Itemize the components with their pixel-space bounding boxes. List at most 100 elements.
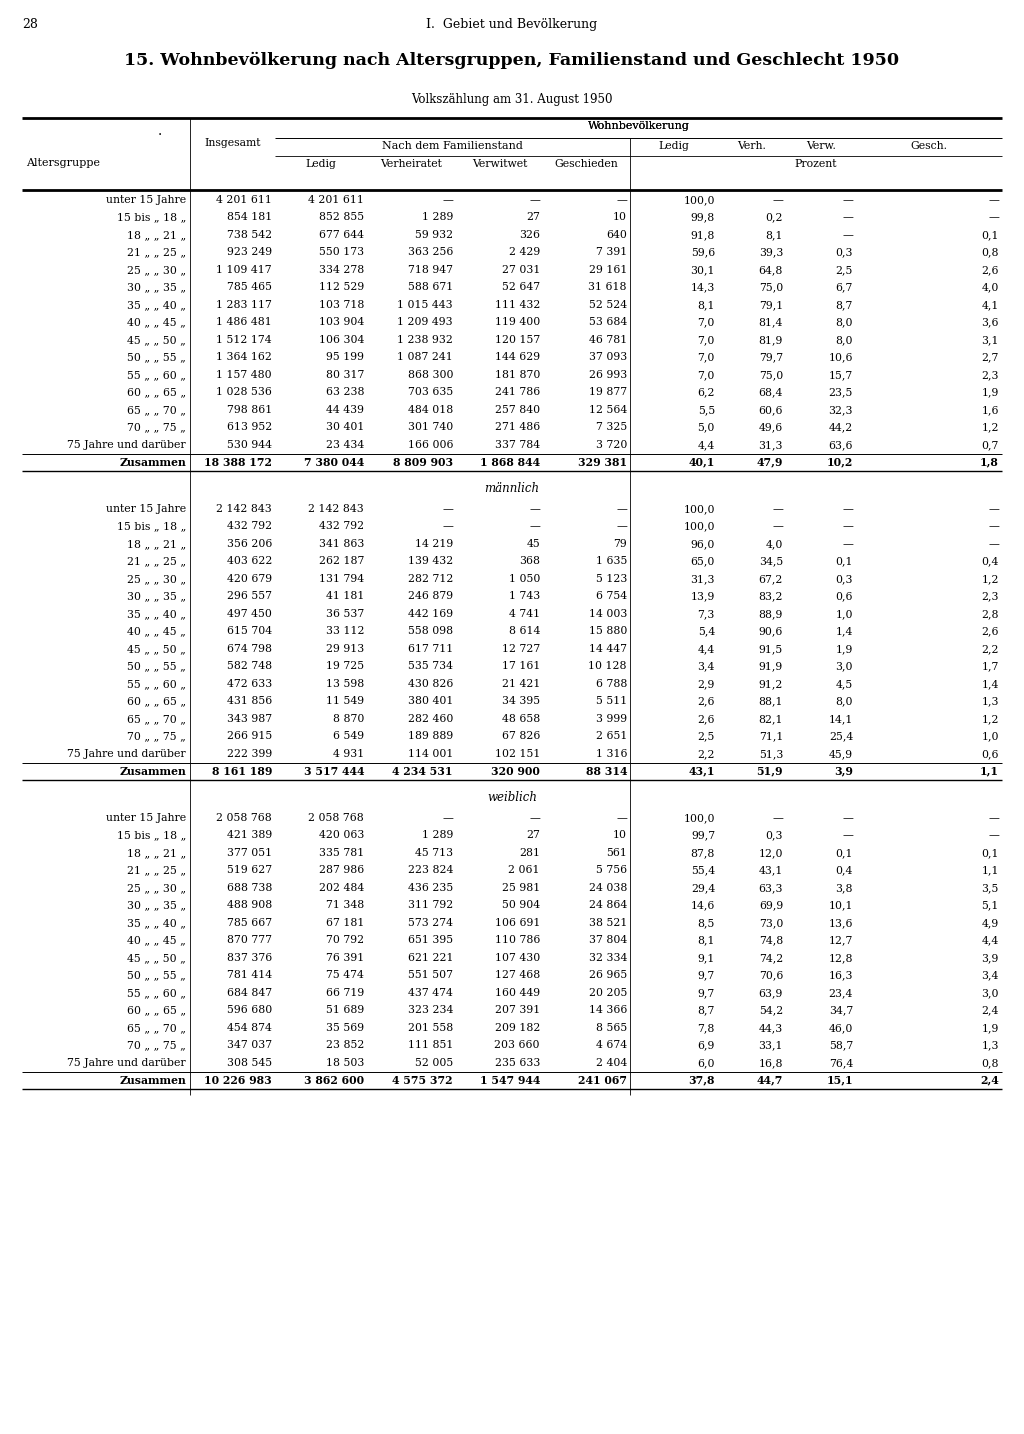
Text: 329 381: 329 381 [578,457,627,467]
Text: 5,1: 5,1 [982,901,999,911]
Text: 21 „ „ 25 „: 21 „ „ 25 „ [127,865,186,875]
Text: 0,3: 0,3 [836,247,853,257]
Text: 33,1: 33,1 [759,1040,783,1050]
Text: 16,3: 16,3 [828,971,853,981]
Text: 2,6: 2,6 [981,265,999,275]
Text: 8 809 903: 8 809 903 [393,457,453,467]
Text: 223 824: 223 824 [408,865,453,875]
Text: 41 181: 41 181 [326,591,364,601]
Text: 102 151: 102 151 [495,749,540,759]
Text: 15 bis „ 18 „: 15 bis „ 18 „ [117,521,186,531]
Text: Geschieden: Geschieden [555,159,618,169]
Text: 91,8: 91,8 [690,229,715,239]
Text: 798 861: 798 861 [226,404,272,414]
Text: 19 877: 19 877 [589,387,627,397]
Text: 14,6: 14,6 [690,901,715,911]
Text: 95 199: 95 199 [326,353,364,363]
Text: —: — [842,212,853,222]
Text: 35 569: 35 569 [326,1022,364,1032]
Text: 6,9: 6,9 [697,1040,715,1050]
Text: 488 908: 488 908 [226,901,272,911]
Text: 3,9: 3,9 [982,952,999,962]
Text: 60 „ „ 65 „: 60 „ „ 65 „ [127,1005,186,1015]
Text: —: — [988,521,999,531]
Text: 88,1: 88,1 [759,697,783,707]
Text: Verwitwet: Verwitwet [472,159,527,169]
Text: 6 754: 6 754 [596,591,627,601]
Text: 281: 281 [519,847,540,858]
Text: 181 870: 181 870 [495,370,540,380]
Text: 32,3: 32,3 [828,404,853,414]
Text: 5,4: 5,4 [697,627,715,637]
Text: unter 15 Jahre: unter 15 Jahre [105,813,186,823]
Text: 15 880: 15 880 [589,627,627,637]
Text: 0,1: 0,1 [981,847,999,858]
Text: 3,8: 3,8 [836,883,853,893]
Text: 5 123: 5 123 [596,574,627,584]
Text: 432 792: 432 792 [227,521,272,531]
Text: 337 784: 337 784 [495,440,540,450]
Text: 1,4: 1,4 [836,627,853,637]
Text: —: — [842,539,853,549]
Text: 65 „ „ 70 „: 65 „ „ 70 „ [127,714,186,724]
Text: 100,0: 100,0 [683,503,715,513]
Text: 617 711: 617 711 [408,644,453,654]
Text: 87,8: 87,8 [690,847,715,858]
Text: 0,8: 0,8 [981,1058,999,1068]
Text: 1,0: 1,0 [981,731,999,741]
Text: 10: 10 [613,830,627,840]
Text: 442 169: 442 169 [408,609,453,618]
Text: —: — [442,195,453,205]
Text: 69,9: 69,9 [759,901,783,911]
Text: 67 181: 67 181 [326,918,364,928]
Text: 14 447: 14 447 [589,644,627,654]
Text: 684 847: 684 847 [227,988,272,998]
Text: 432 792: 432 792 [318,521,364,531]
Text: 377 051: 377 051 [227,847,272,858]
Text: 282 712: 282 712 [408,574,453,584]
Text: 13,6: 13,6 [828,918,853,928]
Text: 65 „ „ 70 „: 65 „ „ 70 „ [127,404,186,414]
Text: 677 644: 677 644 [319,229,364,239]
Text: 27: 27 [526,212,540,222]
Text: 582 748: 582 748 [227,661,272,671]
Text: 2,3: 2,3 [981,591,999,601]
Text: 99,7: 99,7 [691,830,715,840]
Text: 785 465: 785 465 [227,282,272,293]
Text: 99,8: 99,8 [691,212,715,222]
Text: 75 474: 75 474 [326,971,364,981]
Text: 4 674: 4 674 [596,1040,627,1050]
Text: 31 618: 31 618 [589,282,627,293]
Text: Altersgruppe: Altersgruppe [26,158,100,168]
Text: 50 „ „ 55 „: 50 „ „ 55 „ [127,353,186,363]
Text: 0,4: 0,4 [836,865,853,875]
Text: 4,0: 4,0 [766,539,783,549]
Text: 7,0: 7,0 [697,370,715,380]
Text: 103 718: 103 718 [318,300,364,310]
Text: 38 521: 38 521 [589,918,627,928]
Text: 1 109 417: 1 109 417 [216,265,272,275]
Text: 3,6: 3,6 [981,317,999,327]
Text: 28: 28 [22,19,38,32]
Text: —: — [616,813,627,823]
Text: 2,3: 2,3 [981,370,999,380]
Text: 1,3: 1,3 [981,697,999,707]
Text: 70,6: 70,6 [759,971,783,981]
Text: 6,0: 6,0 [697,1058,715,1068]
Text: 308 545: 308 545 [227,1058,272,1068]
Text: —: — [842,521,853,531]
Text: 14 219: 14 219 [415,539,453,549]
Text: 10,2: 10,2 [826,457,853,467]
Text: 18 „ „ 21 „: 18 „ „ 21 „ [127,847,186,858]
Text: 40 „ „ 45 „: 40 „ „ 45 „ [127,317,186,327]
Text: 9,7: 9,7 [697,971,715,981]
Text: —: — [988,830,999,840]
Text: —: — [842,830,853,840]
Text: 9,7: 9,7 [697,988,715,998]
Text: 103 904: 103 904 [318,317,364,327]
Text: 7 325: 7 325 [596,422,627,432]
Text: 1 868 844: 1 868 844 [480,457,540,467]
Text: 37 804: 37 804 [589,935,627,945]
Text: 100,0: 100,0 [683,195,715,205]
Text: 53 684: 53 684 [589,317,627,327]
